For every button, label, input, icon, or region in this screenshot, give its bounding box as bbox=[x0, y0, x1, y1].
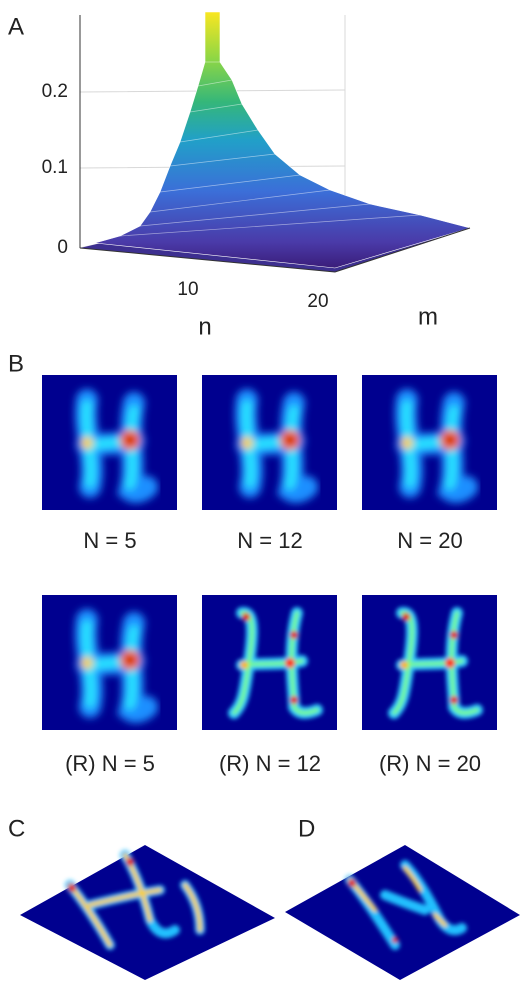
x-tick-label: 20 bbox=[307, 291, 328, 312]
panel-label: C bbox=[8, 815, 25, 842]
x-axis-label: n bbox=[198, 313, 211, 340]
depth-axis-label: m bbox=[418, 303, 438, 330]
x-tick-label: 10 bbox=[177, 279, 198, 300]
y-tick-label: 0 bbox=[57, 237, 68, 258]
y-tick-label: 0.1 bbox=[42, 157, 68, 178]
panel-label: A bbox=[8, 13, 24, 40]
caption: N = 12 bbox=[237, 528, 302, 553]
figure: A 0.2 0.1 0 10 20 n m B N = 5 N = 12 N =… bbox=[0, 0, 522, 986]
caption: (R) N = 20 bbox=[379, 751, 481, 776]
caption: N = 20 bbox=[397, 528, 462, 553]
heatmap bbox=[362, 375, 497, 510]
caption: N = 5 bbox=[83, 528, 136, 553]
heatmap bbox=[202, 595, 337, 730]
bar-surface bbox=[95, 12, 470, 268]
heatmap bbox=[42, 595, 177, 730]
panel-label: D bbox=[298, 815, 315, 842]
y-tick-label: 0.2 bbox=[42, 81, 68, 102]
caption: (R) N = 12 bbox=[219, 751, 321, 776]
heatmap bbox=[42, 375, 177, 510]
panel-label: B bbox=[8, 350, 24, 377]
heatmap bbox=[362, 595, 497, 730]
heatmap bbox=[202, 375, 337, 510]
caption: (R) N = 5 bbox=[65, 751, 155, 776]
